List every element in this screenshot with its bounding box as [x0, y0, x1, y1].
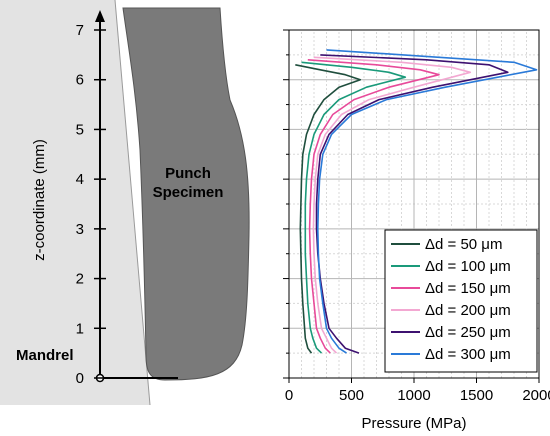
y-ticks	[283, 29, 289, 379]
z-ticks: 0 1 2 3 4 5 6 7	[76, 22, 106, 387]
z-tick-label: 5	[76, 121, 84, 138]
chart-series	[295, 49, 538, 354]
specimen-label-line2: Specimen	[153, 184, 224, 201]
series-line-6	[316, 49, 538, 354]
x-tick-label: 2000	[522, 387, 550, 404]
chart-panel: 0 500 1000 1500 2000 Pressure (MPa) Δd = 50 …	[283, 29, 550, 432]
z-tick-label: 7	[76, 22, 84, 39]
z-axis-arrow	[95, 10, 105, 22]
z-tick-label: 2	[76, 271, 84, 288]
series-line-2	[301, 61, 407, 354]
legend-items: Δd = 50 μm Δd = 100 μm Δd = 150 μm Δd = 200…	[391, 236, 511, 363]
legend-label: Δd = 300 μm	[425, 346, 511, 363]
legend: Δd = 50 μm Δd = 100 μm Δd = 150 μm Δd = 200…	[384, 229, 538, 373]
specimen-label-line1: Punch	[165, 165, 211, 182]
series-line-1	[295, 64, 362, 354]
legend-label: Δd = 250 μm	[425, 324, 511, 341]
z-tick-label: 3	[76, 221, 84, 238]
schematic-panel: Punch Specimen Mandrel 0 1 2 3 4 5 6 7 z-coordi…	[0, 0, 250, 406]
legend-label: Δd = 50 μm	[425, 236, 502, 253]
series-line-3	[307, 59, 440, 354]
x-tick-label: 500	[339, 387, 364, 404]
x-axis-label: Pressure (MPa)	[361, 415, 466, 432]
mandrel-shape	[0, 0, 150, 405]
x-tick-label: 1000	[397, 387, 430, 404]
mandrel-label: Mandrel	[16, 347, 74, 364]
z-tick-label: 0	[76, 370, 84, 387]
z-tick-label: 4	[76, 171, 84, 188]
series-line-4	[312, 56, 472, 354]
z-axis-label: z-coordinate (mm)	[31, 139, 48, 261]
z-tick-label: 6	[76, 72, 84, 89]
series-line-5	[315, 54, 509, 354]
legend-label: Δd = 150 μm	[425, 280, 511, 297]
mandrel-edge	[114, 0, 151, 406]
specimen-shape	[122, 7, 250, 381]
x-tick-label: 0	[285, 387, 293, 404]
x-ticks: 0 500 1000 1500 2000	[285, 378, 550, 404]
legend-label: Δd = 200 μm	[425, 302, 511, 319]
legend-box	[384, 229, 538, 373]
x-tick-label: 1500	[460, 387, 493, 404]
z-tick-label: 1	[76, 320, 84, 337]
legend-label: Δd = 100 μm	[425, 258, 511, 275]
